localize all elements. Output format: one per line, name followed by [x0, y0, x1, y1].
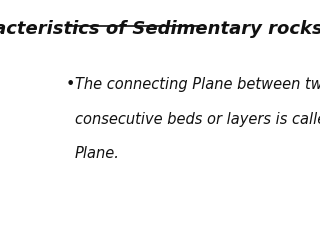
Text: Characteristics of Sedimentary rocks: Characteristics of Sedimentary rocks: [0, 20, 320, 38]
Text: Plane.: Plane.: [75, 146, 120, 161]
Text: •: •: [65, 77, 75, 92]
Text: The connecting Plane between two: The connecting Plane between two: [75, 77, 320, 92]
Text: consecutive beds or layers is called as bedding: consecutive beds or layers is called as …: [75, 112, 320, 127]
